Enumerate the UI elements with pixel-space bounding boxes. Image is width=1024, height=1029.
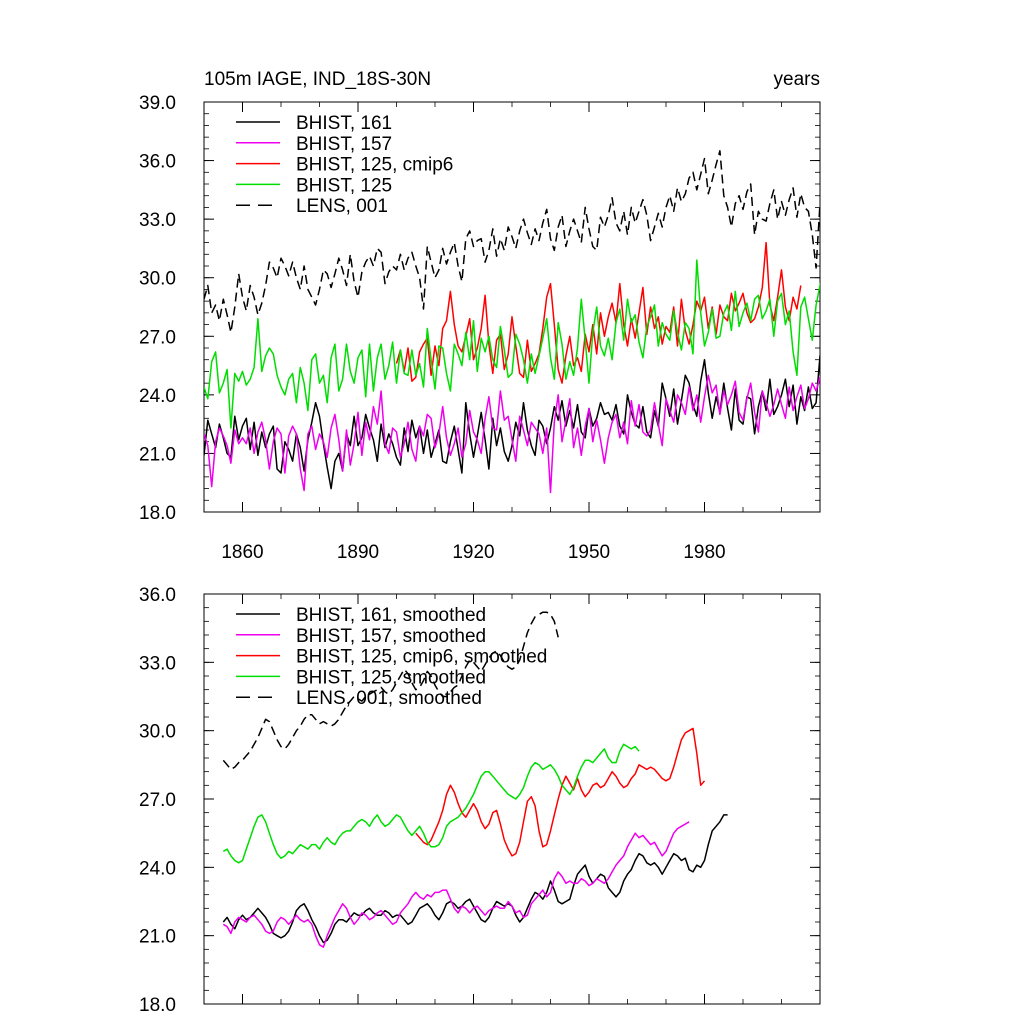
y-tick-label: 24.0: [139, 386, 176, 407]
x-tick-label: 1950: [568, 542, 610, 563]
y-tick-label: 18.0: [139, 503, 176, 524]
series-line-bhist-125-smoothed: [222, 743, 640, 864]
y-tick-label: 30.0: [139, 722, 176, 743]
y-tick-label: 24.0: [139, 858, 176, 879]
legend-label: BHIST, 161, smoothed: [296, 605, 486, 626]
series-line-bhist-157-smoothed: [222, 821, 690, 948]
y-tick-label: 27.0: [139, 790, 176, 811]
legend-label: BHIST, 125, smoothed: [296, 667, 486, 688]
legend-label: BHIST, 125, cmip6: [296, 155, 453, 176]
legend-label: BHIST, 157: [296, 134, 392, 155]
y-tick-label: 36.0: [139, 152, 176, 173]
y-tick-label: 21.0: [139, 444, 176, 465]
legend-label: BHIST, 157, smoothed: [296, 626, 486, 647]
y-tick-label: 33.0: [139, 653, 176, 674]
units-label: years: [774, 69, 820, 90]
y-tick-label: 21.0: [139, 927, 176, 948]
x-tick-label: 1980: [683, 542, 725, 563]
chart-title: 105m IAGE, IND_18S-30N: [204, 69, 431, 90]
series-line-bhist-161-smoothed: [222, 814, 728, 944]
legend-label: BHIST, 125: [296, 175, 392, 196]
series-line-lens-001-smoothed: [222, 611, 559, 771]
series-group: [222, 611, 728, 948]
series-line-bhist-157: [204, 374, 820, 494]
legend-label: BHIST, 161: [296, 113, 392, 134]
x-tick-label: 1890: [337, 542, 379, 563]
series-line-bhist-125-cmip6-smoothed: [415, 727, 706, 857]
x-tick-label: 1860: [221, 542, 263, 563]
series-line-bhist-125: [204, 259, 820, 429]
y-tick-label: 18.0: [139, 995, 176, 1016]
series-line-bhist-161: [204, 355, 820, 490]
y-tick-label: 27.0: [139, 327, 176, 348]
series-line-lens-001: [204, 150, 820, 334]
series-group: [204, 150, 820, 494]
y-tick-label: 39.0: [139, 93, 176, 114]
legend-label: LENS, 001, smoothed: [296, 688, 482, 709]
x-tick-label: 1920: [452, 542, 494, 563]
legend-label: BHIST, 125, cmip6, smoothed: [296, 647, 547, 668]
y-tick-label: 30.0: [139, 269, 176, 290]
y-tick-label: 33.0: [139, 210, 176, 231]
legend-label: LENS, 001: [296, 196, 388, 217]
y-tick-label: 36.0: [139, 585, 176, 606]
chart-panel-2: 18.0 21.0 24.0 27.0 30.0 33.0 36.0 BHIST, 161, …: [139, 585, 821, 1016]
chart-panel-1: 18.0 21.0 24.0 27.0 30.0 33.0 36.0 39.0 1860 1890…: [139, 69, 821, 563]
